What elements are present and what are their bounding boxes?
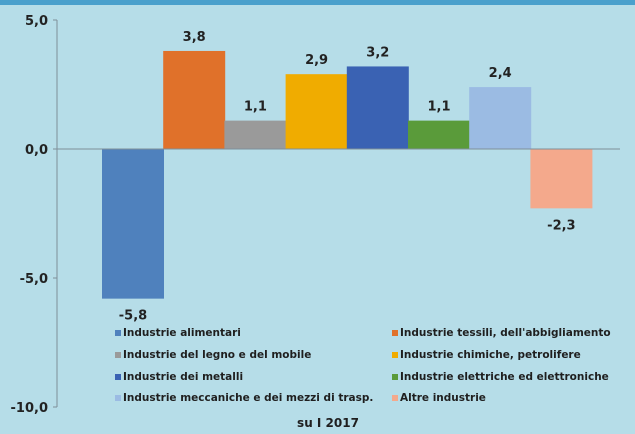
data-label: 2,9 xyxy=(305,53,328,68)
bar xyxy=(224,120,287,149)
y-tick-label: 0,0 xyxy=(25,143,48,158)
legend-swatch xyxy=(392,352,398,358)
bar xyxy=(469,87,532,149)
legend-swatch xyxy=(392,330,398,336)
legend-swatch xyxy=(115,330,121,336)
legend-label: Industrie dei metalli xyxy=(123,371,243,383)
legend-label: Industrie meccaniche e dei mezzi di tras… xyxy=(123,392,373,404)
legend-swatch xyxy=(115,374,121,380)
data-label: 1,1 xyxy=(244,100,267,115)
y-tick-label: 5,0 xyxy=(25,14,48,29)
bars xyxy=(102,50,593,299)
y-tick-label: -5,0 xyxy=(20,272,48,287)
y-tick-label: -10,0 xyxy=(11,401,48,416)
y-axis: 5,0 0,0 -5,0 -10,0 xyxy=(11,14,58,416)
bar xyxy=(408,120,470,149)
legend-label: Industrie alimentari xyxy=(123,327,241,339)
data-label: 3,2 xyxy=(366,45,389,60)
top-band xyxy=(0,0,635,5)
bar xyxy=(346,66,409,149)
data-label: -5,8 xyxy=(119,309,147,324)
legend: Industrie alimentari Industrie tessili, d… xyxy=(115,327,611,404)
data-label: -2,3 xyxy=(547,218,575,233)
data-label: 1,1 xyxy=(427,100,450,115)
legend-swatch xyxy=(115,395,121,401)
data-labels: -5,8 3,8 1,1 2,9 3,2 1,1 2,4 -2,3 xyxy=(119,30,576,324)
bar xyxy=(102,149,164,299)
bar xyxy=(530,149,593,209)
bar xyxy=(285,74,348,149)
legend-label: Altre industrie xyxy=(400,392,486,404)
bar xyxy=(163,50,226,149)
legend-swatch xyxy=(392,395,398,401)
legend-label: Industrie del legno e del mobile xyxy=(123,349,311,361)
legend-swatch xyxy=(115,352,121,358)
data-label: 2,4 xyxy=(489,66,512,81)
x-axis-label: su I 2017 xyxy=(297,416,359,430)
legend-label: Industrie elettriche ed elettroniche xyxy=(400,371,609,383)
legend-label: Industrie tessili, dell'abbigliamento xyxy=(400,327,611,339)
data-label: 3,8 xyxy=(183,30,206,45)
legend-label: Industrie chimiche, petrolifere xyxy=(400,349,581,361)
legend-swatch xyxy=(392,374,398,380)
